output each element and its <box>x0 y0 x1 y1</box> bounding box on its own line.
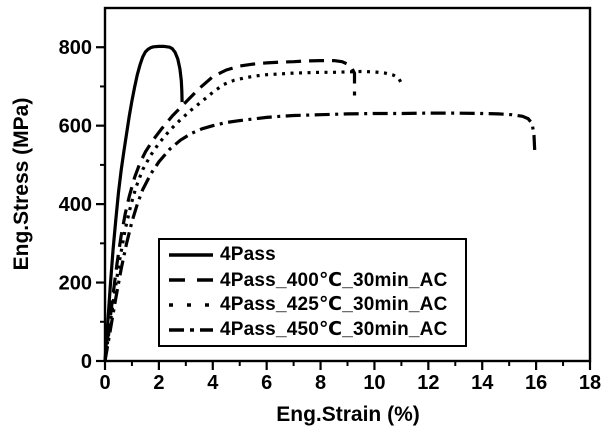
legend-box: 4Pass 4Pass_400℃_30min_AC 4Pass_425℃_30m… <box>158 238 467 347</box>
legend-label: 4Pass_400℃_30min_AC <box>220 269 448 291</box>
x-axis-title: Eng.Strain (%) <box>276 403 420 426</box>
legend-item-4pass-450: 4Pass_450℃_30min_AC <box>168 317 465 342</box>
x-tick-label: 4 <box>207 372 219 394</box>
legend-label: 4Pass_425℃_30min_AC <box>220 294 448 316</box>
legend-label: 4Pass_450℃_30min_AC <box>220 319 448 341</box>
series-curve-solid <box>103 44 184 362</box>
y-tick-label: 400 <box>59 194 92 216</box>
legend-item-4pass-400: 4Pass_400℃_30min_AC <box>168 268 465 293</box>
y-axis-title: Eng.Stress (MPa) <box>10 97 33 271</box>
dotted-line-swatch <box>169 303 213 307</box>
x-tick-label: 12 <box>417 372 439 394</box>
series-curve-dashed <box>103 58 357 362</box>
dashed-line-swatch <box>169 278 213 282</box>
x-tick-label: 18 <box>579 372 601 394</box>
series-curve-dash-dot <box>103 111 537 362</box>
dash-dot-line-swatch <box>169 327 213 332</box>
x-tick-label: 2 <box>153 372 164 394</box>
y-tick-label: 800 <box>59 37 92 59</box>
x-tick-label: 8 <box>315 372 326 394</box>
solid-line-swatch <box>169 253 213 258</box>
legend-item-4pass: 4Pass <box>168 243 465 268</box>
series-curve-dotted <box>103 69 403 362</box>
legend-label: 4Pass <box>220 244 276 266</box>
x-tick-label: 16 <box>525 372 547 394</box>
y-tick-label: 200 <box>59 273 92 295</box>
y-tick-label: 0 <box>81 351 92 373</box>
x-tick-label: 10 <box>363 372 385 394</box>
x-tick-label: 6 <box>261 372 272 394</box>
legend-item-4pass-425: 4Pass_425℃_30min_AC <box>168 293 465 318</box>
y-tick-label: 600 <box>59 116 92 138</box>
x-tick-label: 0 <box>99 372 110 394</box>
x-tick-label: 14 <box>471 372 494 394</box>
